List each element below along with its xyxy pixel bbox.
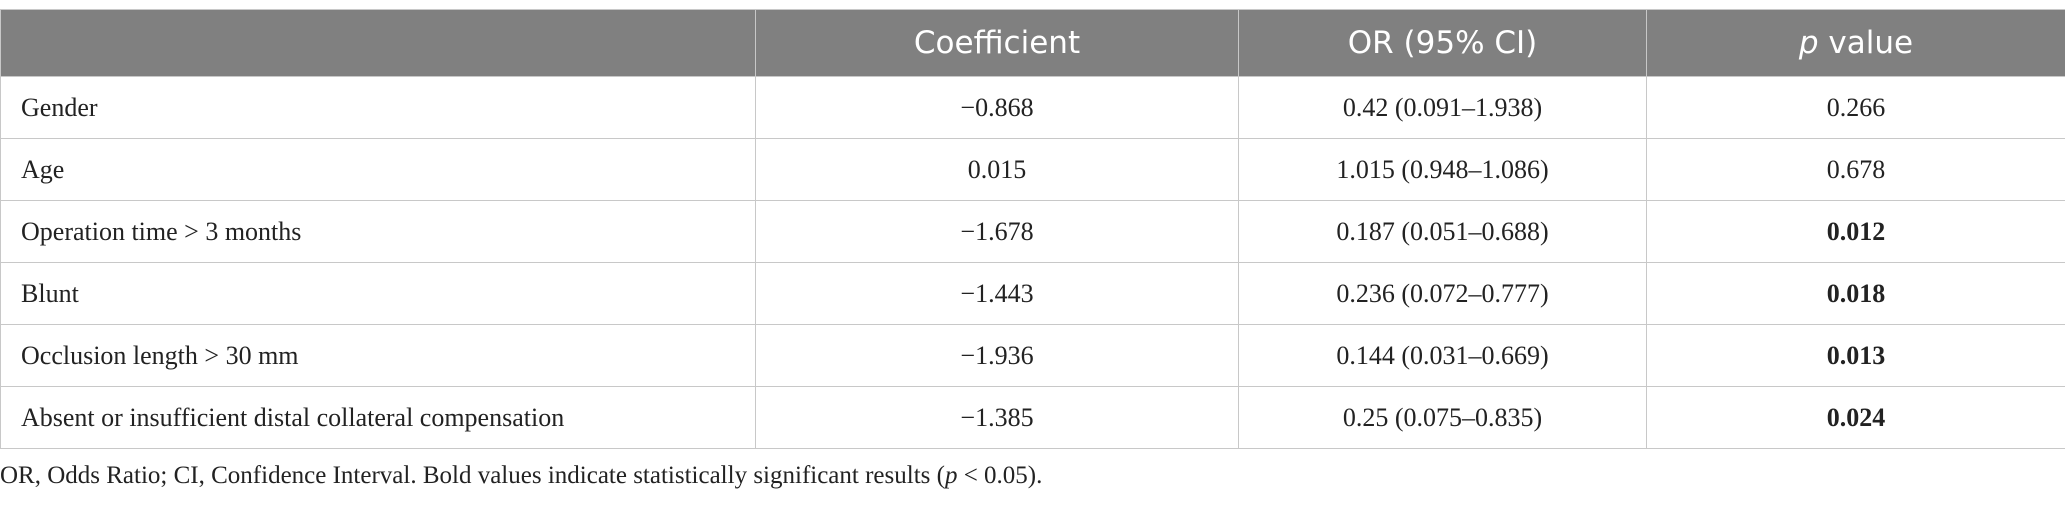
footnote-text: OR, Odds Ratio; CI, Confidence Interval.… (0, 462, 945, 489)
table-cell: 0.187 (0.051–0.688) (1238, 200, 1647, 263)
row-label: Blunt (0, 262, 756, 325)
footnote-italic: p (944, 462, 958, 489)
row-label: Occlusion length > 30 mm (0, 324, 756, 387)
table-cell: 0.012 (1646, 200, 2065, 263)
results-table: Coefficient OR (95% CI) p value Gender −0… (0, 9, 2065, 449)
header-cell: Coefficient (755, 9, 1239, 77)
table-cell: 0.236 (0.072–0.777) (1238, 262, 1647, 325)
header-cell (0, 9, 756, 77)
table-cell: 0.266 (1646, 76, 2065, 139)
row-label: Operation time > 3 months (0, 200, 756, 263)
table-row: Occlusion length > 30 mm −1.936 0.144 (0.0… (0, 324, 2065, 387)
table-cell: 0.25 (0.075–0.835) (1238, 386, 1647, 449)
row-label: Age (0, 138, 756, 201)
header-row: Coefficient OR (95% CI) p value (0, 9, 2065, 77)
table-cell: 0.42 (0.091–1.938) (1238, 76, 1647, 139)
table-cell: −1.678 (755, 200, 1239, 263)
table-row: Age 0.015 1.015 (0.948–1.086) 0.678 (0, 138, 2065, 201)
header-italic: p (1798, 25, 1819, 61)
row-label: Absent or insufficient distal collateral… (0, 386, 756, 449)
table-cell: −1.936 (755, 324, 1239, 387)
table-cell: −0.868 (755, 76, 1239, 139)
table-cell: 0.678 (1646, 138, 2065, 201)
table-cell: 0.013 (1646, 324, 2065, 387)
header-cell: p value (1646, 9, 2065, 77)
footnote: OR, Odds Ratio; CI, Confidence Interval.… (0, 462, 1042, 490)
table-row: Absent or insufficient distal collateral… (0, 386, 2065, 449)
table-row: Gender −0.868 0.42 (0.091–1.938) 0.266 (0, 76, 2065, 139)
table-row: Blunt −1.443 0.236 (0.072–0.777) 0.018 (0, 262, 2065, 325)
table-cell: 0.144 (0.031–0.669) (1238, 324, 1647, 387)
table-row: Operation time > 3 months −1.678 0.187 (0.… (0, 200, 2065, 263)
table-cell: −1.385 (755, 386, 1239, 449)
table-cell: 0.024 (1646, 386, 2065, 449)
table-cell: 0.018 (1646, 262, 2065, 325)
header-text: value (1818, 25, 1914, 61)
table-cell: −1.443 (755, 262, 1239, 325)
table-cell: 0.015 (755, 138, 1239, 201)
table-cell: 1.015 (0.948–1.086) (1238, 138, 1647, 201)
footnote-text: < 0.05). (957, 462, 1043, 489)
header-cell: OR (95% CI) (1238, 9, 1647, 77)
table-body: Gender −0.868 0.42 (0.091–1.938) 0.266 Age 0.… (0, 76, 2065, 449)
row-label: Gender (0, 76, 756, 139)
